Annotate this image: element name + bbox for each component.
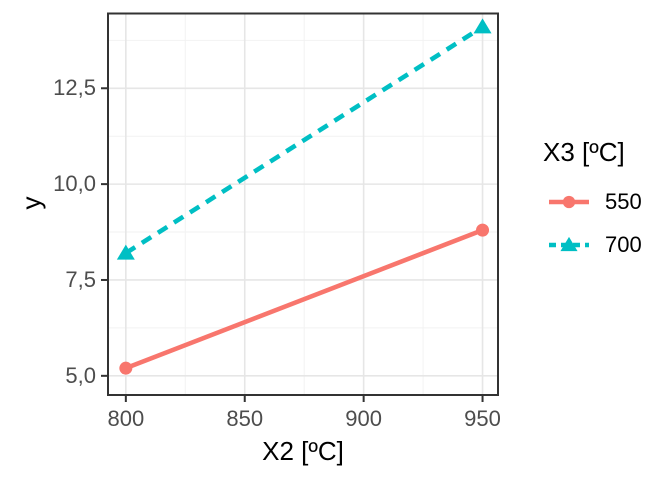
x-tick-label: 950 [464,406,501,431]
legend-key-solid-circle-icon [549,195,589,209]
y-axis-title: y [16,196,46,210]
y-tick-label: 7,5 [65,266,96,292]
x-tick-label: 900 [345,406,382,431]
legend-entry-label: 700 [605,232,642,257]
legend: X3 [ºC] 550 700 [543,137,642,273]
legend-key-dashed-triangle-icon [549,236,589,252]
legend-entry-550: 550 [543,187,642,217]
legend-entry-label: 550 [605,189,642,214]
y-tick-label: 5,0 [65,362,96,388]
x-axis-title: X2 [ºC] [262,436,344,466]
y-tick-label: 10,0 [53,171,96,197]
y-tick-label: 12,5 [53,75,96,101]
x-tick-label: 800 [107,406,145,431]
legend-title: X3 [ºC] [543,137,625,167]
x-tick-label: 850 [226,406,264,431]
legend-entry-700: 700 [543,230,642,260]
